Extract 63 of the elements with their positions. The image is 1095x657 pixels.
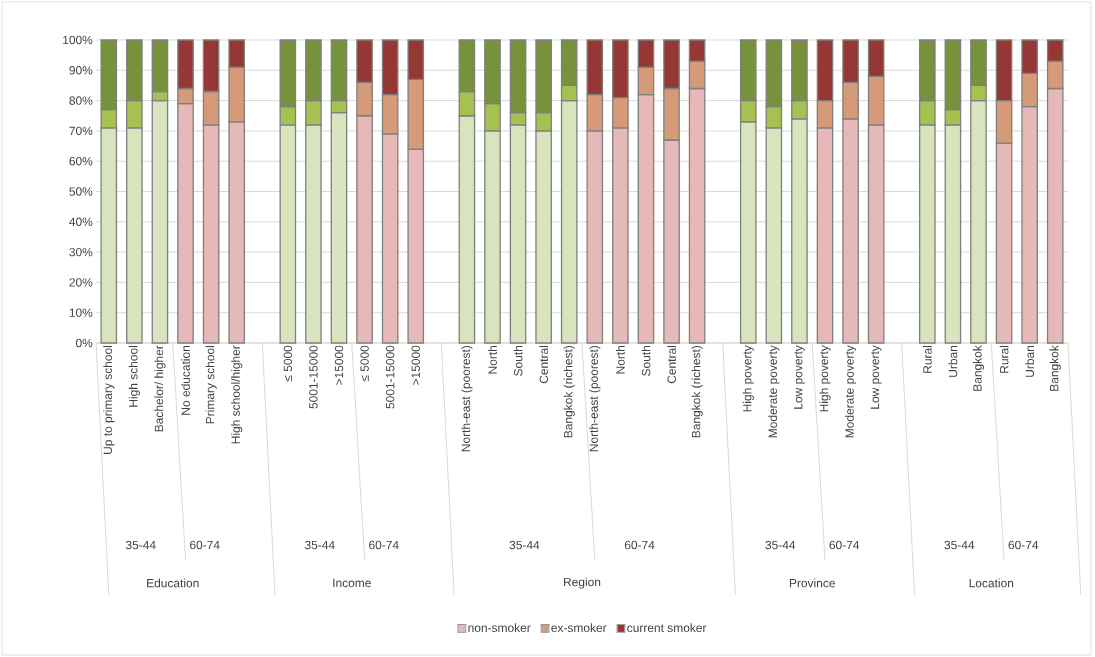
x-tick-label: ≤ 5000 — [283, 345, 293, 382]
y-tick-label: 100% — [63, 35, 93, 45]
text: 60-74 — [369, 540, 399, 550]
text: Province — [789, 578, 835, 588]
x-tick-label: >15000 — [411, 345, 420, 385]
text: 60-74 — [190, 540, 220, 550]
x-tick-label: Moderate poverty — [845, 345, 857, 438]
y-tick-label: 20% — [69, 278, 93, 287]
text: 35-44 — [944, 540, 975, 550]
text: 35-44 — [304, 540, 335, 550]
y-tick-label: 30% — [69, 247, 93, 257]
x-tick-label: North — [615, 345, 625, 374]
x-tick-label: Bachelor/ higher — [154, 345, 166, 432]
x-tick-label: Low poverty — [870, 345, 882, 409]
text: Location — [969, 578, 1014, 588]
x-tick-label: Rural — [999, 346, 1009, 373]
x-tick-label: North — [488, 345, 497, 374]
y-tick-label: 10% — [69, 308, 93, 317]
text: 35-44 — [125, 540, 156, 550]
x-tick-label: >15000 — [334, 345, 344, 385]
y-tick-label: 40% — [69, 217, 93, 227]
y-tick-label: 70% — [69, 126, 93, 136]
x-tick-label: South — [513, 345, 523, 376]
text: Region — [564, 577, 601, 589]
x-tick-label: Up to primary school — [103, 346, 115, 454]
x-tick-label: South — [641, 345, 651, 376]
x-tick-label: Bangkok — [1049, 345, 1061, 391]
x-tick-label: ≤ 5000 — [360, 345, 369, 382]
x-tick-label: North-east (poorest) — [461, 345, 473, 452]
x-tick-label: Moderate poverty — [768, 345, 780, 438]
text: 60-74 — [1008, 540, 1039, 550]
text: 35-44 — [509, 540, 540, 550]
y-tick-label: 90% — [69, 66, 93, 75]
x-tick-label: Bangkok — [972, 345, 985, 391]
x-tick-label: High school/higher — [231, 345, 243, 444]
x-tick-label: Rural — [922, 346, 932, 373]
x-tick-label: Central — [667, 346, 676, 384]
x-tick-label: Urban — [948, 345, 958, 377]
legend-label: ex-smoker — [551, 623, 607, 633]
x-tick-label: Urban — [1025, 345, 1035, 377]
legend-label: current smoker — [627, 623, 707, 633]
y-tick-label: 80% — [69, 96, 93, 105]
x-tick-label: No education — [181, 346, 190, 415]
text: Income — [333, 578, 371, 588]
text: Education — [147, 578, 199, 588]
text: 60-74 — [829, 540, 860, 550]
x-tick-label: Central — [539, 346, 549, 384]
text: 35-44 — [765, 540, 796, 550]
x-tick-label: High poverty — [742, 345, 754, 412]
x-tick-label: High school — [128, 346, 140, 407]
text: 60-74 — [624, 540, 655, 550]
y-tick-label: 0% — [75, 338, 93, 348]
x-tick-label: Primary school — [205, 346, 217, 424]
x-tick-label: Bangkok (richest) — [691, 345, 703, 438]
legend-label: non-smoker — [468, 623, 531, 633]
x-tick-label: High poverty — [819, 345, 831, 412]
x-tick-label: Bangkok (richest) — [563, 345, 575, 438]
x-tick-label: 5001-15000 — [385, 345, 395, 409]
x-tick-label: North-east (poorest) — [589, 345, 601, 452]
x-tick-label: 5001-15000 — [309, 345, 318, 409]
x-tick-label: Low poverty — [794, 345, 805, 409]
y-tick-label: 60% — [69, 156, 93, 166]
y-tick-label: 50% — [69, 187, 93, 196]
